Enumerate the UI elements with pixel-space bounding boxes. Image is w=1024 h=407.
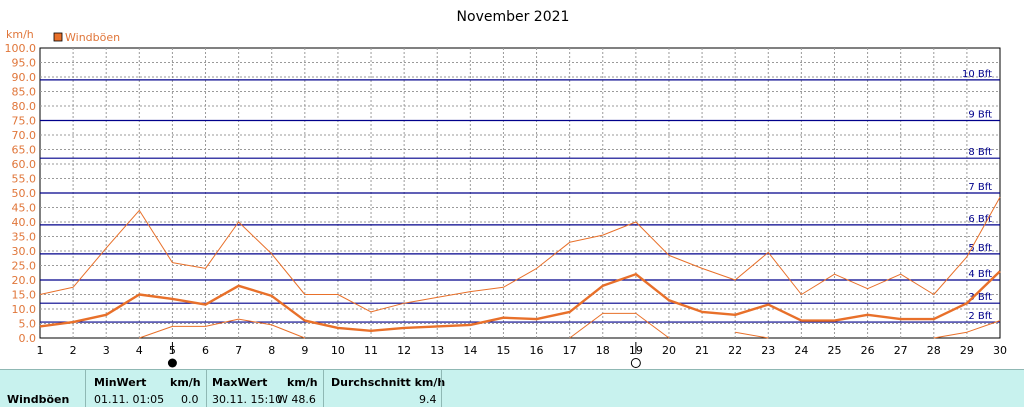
beaufort-label: 5 Bft	[968, 243, 992, 254]
y-tick-label: 20.0	[12, 274, 37, 287]
min-unit: km/h	[170, 376, 201, 389]
y-tick-label: 60.0	[12, 158, 37, 171]
x-tick-label: 14	[463, 344, 477, 357]
y-tick-label: 30.0	[12, 245, 37, 258]
y-tick-label: 35.0	[12, 231, 37, 244]
series-min-line	[735, 331, 769, 339]
statistics-panel: Windböen MinWert km/h 01.11. 01:05 0.0 M…	[0, 369, 1024, 407]
x-tick-label: 7	[235, 344, 242, 357]
x-tick-label: 12	[397, 344, 411, 357]
y-axis-label: km/h	[6, 28, 34, 41]
series-min-line	[139, 318, 305, 339]
x-tick-label: 22	[728, 344, 742, 357]
min-value: 0.0	[181, 393, 199, 406]
y-tick-label: 55.0	[12, 173, 37, 186]
x-tick-label: 6	[202, 344, 209, 357]
min-header: MinWert	[94, 376, 147, 389]
max-header: MaxWert	[212, 376, 268, 389]
x-tick-label: 27	[894, 344, 908, 357]
series-average-line	[39, 270, 1001, 332]
y-tick-label: 90.0	[12, 71, 37, 84]
series-min-line	[933, 320, 1001, 339]
x-tick-label: 1	[37, 344, 44, 357]
y-tick-label: 5.0	[19, 318, 37, 331]
x-tick-label: 25	[827, 344, 841, 357]
x-tick-label: 29	[960, 344, 974, 357]
series-max-line	[39, 196, 1001, 313]
new-moon-icon	[167, 358, 177, 368]
x-tick-label: 3	[103, 344, 110, 357]
beaufort-label: 10 Bft	[962, 69, 992, 80]
x-tick-label: 17	[563, 344, 577, 357]
y-tick-label: 80.0	[12, 100, 37, 113]
y-tick-label: 0.0	[19, 332, 37, 345]
x-tick-label: 18	[596, 344, 610, 357]
x-tick-label: 15	[496, 344, 510, 357]
beaufort-label: 3 Bft	[968, 292, 992, 303]
y-tick-label: 100.0	[5, 42, 37, 55]
y-tick-label: 75.0	[12, 115, 37, 128]
avg-value: 9.4	[419, 393, 437, 406]
y-tick-label: 65.0	[12, 144, 37, 157]
x-tick-label: 9	[301, 344, 308, 357]
chart-title: November 2021	[457, 9, 570, 25]
x-tick-label: 8	[268, 344, 275, 357]
max-unit: km/h	[287, 376, 318, 389]
x-tick-label: 21	[695, 344, 709, 357]
x-tick-label: 10	[331, 344, 345, 357]
series-min-line	[569, 312, 670, 339]
y-tick-label: 25.0	[12, 260, 37, 273]
avg-header: Durchschnitt km/h	[331, 376, 446, 389]
beaufort-label: 8 Bft	[968, 147, 992, 158]
x-tick-label: 20	[662, 344, 676, 357]
x-tick-label: 26	[861, 344, 875, 357]
y-tick-label: 50.0	[12, 187, 37, 200]
stats-row-label: Windböen	[7, 393, 70, 406]
plot-area: 0.05.0 10.015.0 20.025.0 30.035.0 40.045.0 50…	[5, 42, 1007, 368]
min-time: 01.11. 01:05	[94, 393, 165, 406]
x-tick-label: 13	[430, 344, 444, 357]
y-tick-label: 85.0	[12, 86, 37, 99]
y-tick-label: 15.0	[12, 289, 37, 302]
x-tick-label: 30	[993, 344, 1007, 357]
x-tick-label: 23	[761, 344, 775, 357]
beaufort-label: 7 Bft	[968, 182, 992, 193]
y-tick-label: 70.0	[12, 129, 37, 142]
beaufort-label: 4 Bft	[968, 269, 992, 280]
max-value: W 48.6	[277, 393, 316, 406]
x-tick-label: 4	[136, 344, 143, 357]
x-tick-label: 28	[927, 344, 941, 357]
legend-swatch	[53, 32, 63, 42]
x-tick-label: 24	[794, 344, 808, 357]
beaufort-label: 6 Bft	[968, 214, 992, 225]
y-tick-label: 45.0	[12, 202, 37, 215]
x-tick-label: 2	[70, 344, 77, 357]
x-tick-label: 11	[364, 344, 378, 357]
y-tick-label: 40.0	[12, 216, 37, 229]
y-tick-label: 10.0	[12, 303, 37, 316]
max-time: 30.11. 15:10	[212, 393, 283, 406]
legend-label: Windböen	[65, 31, 120, 44]
legend: Windböen	[53, 31, 120, 44]
y-tick-label: 95.0	[12, 57, 37, 70]
beaufort-label: 9 Bft	[968, 110, 992, 121]
beaufort-label: 2 Bft	[968, 311, 992, 322]
chart: November 2021 km/h Windböen 0.05.010.015…	[5, 9, 1007, 368]
full-moon-icon	[630, 358, 641, 368]
x-tick-label: 16	[530, 344, 544, 357]
